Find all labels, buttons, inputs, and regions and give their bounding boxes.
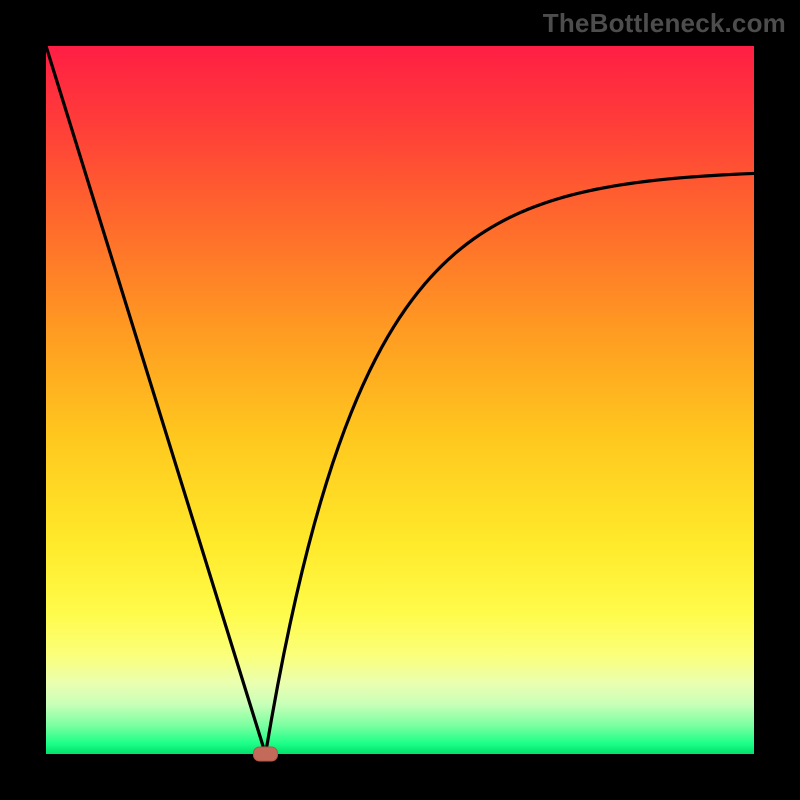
minimum-marker (253, 747, 277, 761)
watermark-text: TheBottleneck.com (543, 8, 786, 39)
chart-svg (0, 0, 800, 800)
chart-frame: TheBottleneck.com (0, 0, 800, 800)
plot-background (46, 46, 754, 754)
